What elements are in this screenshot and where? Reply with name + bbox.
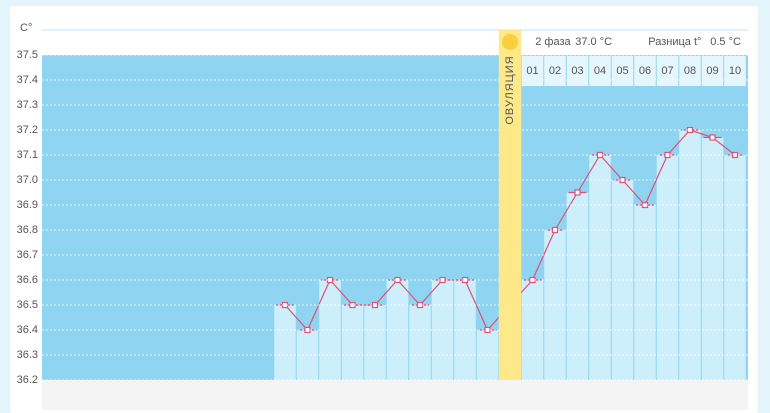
bar <box>274 305 296 380</box>
y-tick-label: 37.3 <box>17 99 38 111</box>
y-tick-label: 37.5 <box>17 49 38 61</box>
difference-value: 0.5 °C <box>710 36 741 48</box>
y-tick-label: 36.3 <box>17 349 38 361</box>
x-axis-row <box>42 380 748 410</box>
ovulation-label: ОВУЛЯЦИЯ <box>504 55 516 124</box>
phase-day-label: 08 <box>684 65 696 77</box>
phase-day-label: 06 <box>639 65 651 77</box>
phase-day-cell <box>701 56 724 86</box>
y-tick-label: 36.7 <box>17 249 38 261</box>
phase-day-cell <box>521 56 544 86</box>
point <box>709 134 716 141</box>
point <box>574 189 581 196</box>
bar <box>454 280 476 380</box>
phase-day-cell <box>544 56 566 86</box>
y-tick-label: 36.8 <box>17 224 38 236</box>
phase-day-label: 01 <box>526 65 538 77</box>
y-tick-label: 37.4 <box>17 74 38 86</box>
bar <box>341 305 364 380</box>
y-tick-label: 37.2 <box>17 124 38 136</box>
y-tick-label: 37.1 <box>17 149 38 161</box>
phase-day-label: 10 <box>729 65 741 77</box>
phase-day-cell <box>634 56 656 86</box>
ovulation-column <box>498 30 522 380</box>
y-tick-label: 36.9 <box>17 199 38 211</box>
sun-icon <box>502 34 518 50</box>
bar <box>701 137 724 380</box>
bar <box>656 155 679 380</box>
y-tick-label: 36.2 <box>17 374 38 386</box>
phase-day-label: 09 <box>706 65 718 77</box>
phase-day-label: 07 <box>661 65 673 77</box>
bar <box>364 305 386 380</box>
bar <box>634 205 656 380</box>
phase-day-cell <box>724 56 746 86</box>
bar <box>386 280 409 380</box>
phase-label: 2 фаза <box>535 36 571 48</box>
phase-day-label: 04 <box>594 65 606 77</box>
phase-day-label: 03 <box>571 65 583 77</box>
bar <box>566 192 589 380</box>
y-axis-label: C° <box>20 22 32 34</box>
phase-day-label: 02 <box>549 65 561 77</box>
y-tick-label: 36.5 <box>17 299 38 311</box>
bar <box>409 305 431 380</box>
phase-day-cell <box>566 56 589 86</box>
phase-day-cell <box>611 56 634 86</box>
bar <box>589 155 611 380</box>
bar <box>724 155 746 380</box>
y-tick-label: 36.6 <box>17 274 38 286</box>
phase-day-cell <box>679 56 701 86</box>
y-tick-label: 36.4 <box>17 324 38 336</box>
y-tick-label: 37.0 <box>17 174 38 186</box>
difference-label: Разница t° <box>648 36 701 48</box>
phase-day-label: 05 <box>616 65 628 77</box>
phase-value: 37.0 °C <box>575 36 612 48</box>
phase-day-cell <box>656 56 679 86</box>
bar <box>521 280 544 380</box>
phase-day-cell <box>589 56 611 86</box>
